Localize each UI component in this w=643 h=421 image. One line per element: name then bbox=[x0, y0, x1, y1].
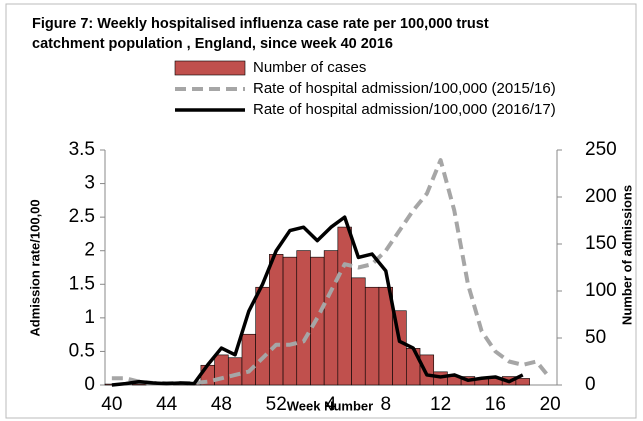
x-tick-label: 20 bbox=[540, 394, 561, 415]
line bbox=[111, 215, 524, 387]
x-axis-label: Week Number bbox=[287, 398, 373, 413]
y2-axis-label: Number of admissions bbox=[619, 185, 634, 325]
legend-label: Rate of hospital admission/100,000 (2016… bbox=[253, 101, 556, 118]
bar bbox=[255, 286, 270, 386]
bar bbox=[337, 226, 352, 386]
y2-tick-label: 200 bbox=[585, 186, 617, 207]
legend-label: Rate of hospital admission/100,000 (2015… bbox=[253, 80, 556, 97]
x-tick-label: 40 bbox=[101, 394, 122, 415]
x-tick-label: 44 bbox=[156, 394, 178, 415]
x-tick-label: 48 bbox=[211, 394, 232, 415]
bar bbox=[515, 378, 530, 386]
bar bbox=[323, 250, 339, 386]
y-tick-label: 3.5 bbox=[69, 139, 95, 160]
y-tick-label: 1.5 bbox=[69, 273, 95, 294]
bar bbox=[227, 357, 243, 386]
y-tick-label: 2.5 bbox=[69, 206, 95, 227]
bar bbox=[364, 286, 380, 386]
x-tick-label: 12 bbox=[430, 394, 451, 415]
y2-tick-label: 50 bbox=[585, 327, 606, 348]
x-tick-label: 8 bbox=[380, 394, 391, 415]
chart-title: Figure 7: Weekly hospitalised influenza … bbox=[32, 16, 489, 32]
y2-tick-label: 0 bbox=[585, 374, 596, 395]
bar bbox=[282, 256, 298, 386]
y-tick-label: 1 bbox=[84, 307, 95, 328]
x-tick-label: 52 bbox=[266, 394, 287, 415]
bar bbox=[351, 277, 366, 386]
bar bbox=[419, 354, 435, 386]
legend-swatch bbox=[174, 60, 246, 76]
y-tick-label: 3 bbox=[84, 173, 95, 194]
y-axis-label: Admission rate/100,00 bbox=[27, 199, 42, 336]
bar bbox=[296, 250, 311, 386]
x-tick-label: 4 bbox=[326, 394, 337, 415]
x-tick-label: 16 bbox=[485, 394, 506, 415]
y2-tick-label: 250 bbox=[585, 139, 617, 160]
y-tick-label: 2 bbox=[84, 240, 95, 261]
bar bbox=[241, 333, 256, 386]
y-tick-label: 0 bbox=[84, 374, 95, 395]
bar bbox=[132, 383, 147, 386]
chart-title: catchment population , England, since we… bbox=[32, 36, 393, 52]
legend-label: Number of cases bbox=[253, 59, 366, 76]
y2-tick-label: 100 bbox=[585, 280, 617, 301]
y2-tick-label: 150 bbox=[585, 233, 617, 254]
bar bbox=[269, 254, 284, 386]
y-tick-label: 0.5 bbox=[69, 340, 95, 361]
